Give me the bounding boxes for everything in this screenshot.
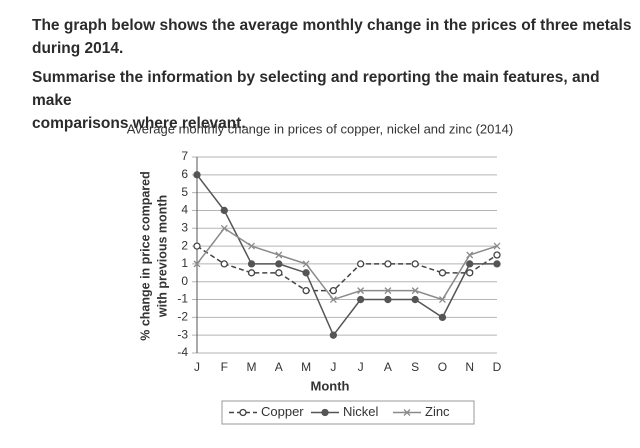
y-tick-label: 7 (181, 149, 188, 163)
point (275, 260, 283, 268)
y-tick-label: 0 (181, 274, 188, 288)
x-tick-label: O (438, 360, 447, 374)
y-tick-label: -1 (177, 292, 188, 306)
legend-box (221, 400, 475, 425)
point (220, 206, 228, 215)
intro-paragraph: Summarise the information by selecting a… (32, 66, 640, 135)
y-tick-label: 1 (181, 256, 188, 270)
y-axis-label-line: with previous month (155, 195, 169, 318)
point (411, 295, 419, 304)
point (493, 251, 501, 259)
series-line (196, 245, 498, 292)
series-line (196, 227, 498, 301)
y-tick-label: 3 (181, 220, 188, 234)
intro-line: The graph below shows the average monthl… (32, 17, 632, 34)
point (411, 287, 419, 295)
point (302, 269, 310, 277)
point (357, 287, 365, 295)
point (384, 287, 392, 295)
series-line (196, 174, 497, 337)
point (329, 296, 337, 304)
point (329, 331, 338, 339)
y-tick-label: 5 (181, 185, 188, 199)
point (193, 171, 201, 179)
legend-marker (321, 408, 329, 417)
x-tick-label: S (411, 360, 419, 374)
point (356, 295, 365, 304)
intro-paragraph: The graph below shows the average monthl… (32, 14, 631, 60)
point (248, 242, 256, 250)
point (466, 269, 474, 277)
point (438, 313, 447, 322)
intro-line: Summarise the information by selecting a… (32, 69, 600, 109)
legend-marker (403, 409, 411, 416)
point (220, 224, 228, 232)
point (356, 260, 365, 268)
y-axis-label: % change in price compared with previous… (138, 171, 169, 341)
intro-line: during 2014. (32, 40, 124, 57)
y-tick-label: -3 (177, 327, 188, 341)
x-tick-label: M (301, 360, 311, 374)
y-axis-label-line: % change in price compared (138, 171, 152, 341)
point (384, 260, 392, 268)
x-tick-label: D (493, 360, 502, 374)
point (220, 260, 228, 268)
y-tick-label: 2 (181, 238, 188, 252)
x-axis-label: Month (311, 378, 350, 393)
point (275, 251, 283, 259)
point (302, 260, 310, 268)
point (411, 260, 419, 268)
point (438, 296, 446, 304)
x-tick-label: M (247, 360, 257, 374)
point (438, 269, 447, 277)
point (193, 260, 201, 268)
point (466, 251, 474, 259)
x-tick-label: N (465, 360, 474, 374)
legend-label: Copper (261, 404, 304, 419)
point (493, 242, 501, 250)
x-tick-label: F (221, 360, 228, 374)
point (384, 295, 392, 304)
legend-label: Nickel (343, 404, 379, 419)
point (247, 269, 256, 277)
y-tick-label: 6 (181, 167, 188, 181)
point (329, 286, 338, 295)
point (493, 260, 501, 268)
point (275, 269, 283, 277)
x-tick-label: J (358, 360, 364, 374)
intro-line: comparisons where relevant. (32, 115, 246, 132)
legend-label: Zinc (425, 404, 450, 419)
chart-title: Average monthly change in prices of copp… (127, 121, 513, 136)
y-tick-label: 4 (181, 203, 188, 217)
y-tick-label: -2 (177, 310, 188, 324)
point (193, 242, 201, 250)
x-tick-label: A (384, 360, 392, 374)
point (247, 260, 256, 268)
x-tick-label: J (330, 360, 336, 374)
y-tick-label: -4 (177, 345, 188, 359)
x-tick-label: J (194, 360, 200, 374)
x-tick-label: A (275, 360, 283, 374)
point (302, 286, 310, 295)
legend-marker (239, 408, 247, 417)
point (466, 260, 474, 268)
